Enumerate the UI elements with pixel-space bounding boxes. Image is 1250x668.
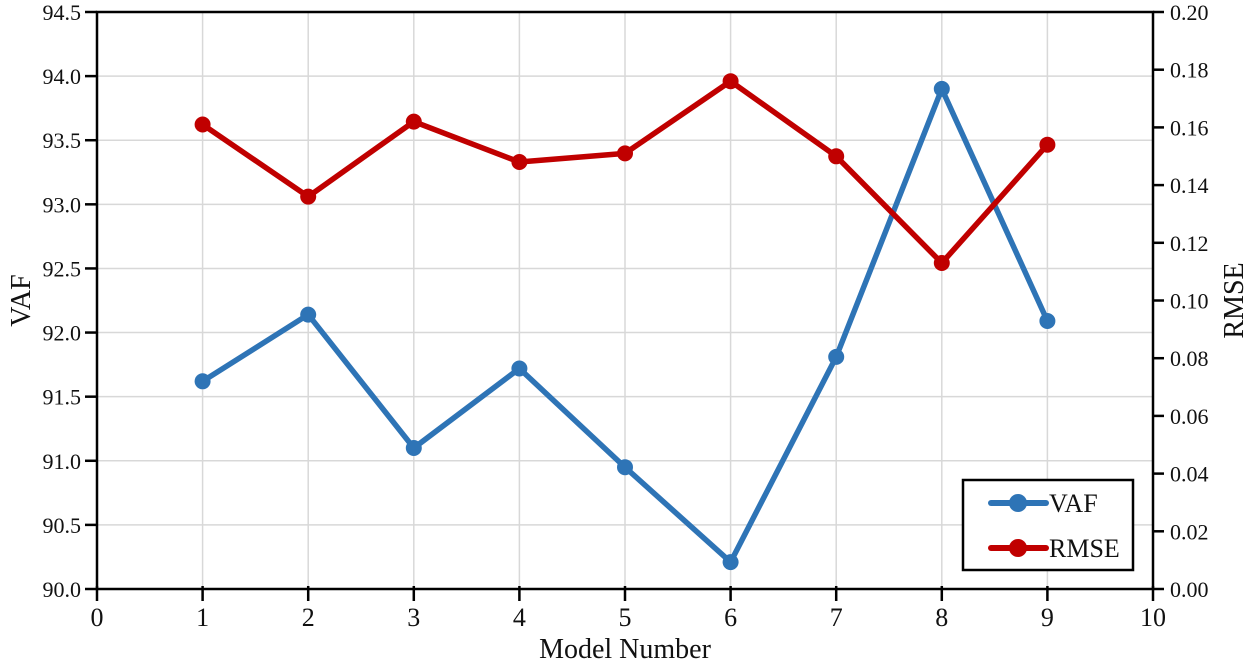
x-tick-label: 5 [619, 603, 632, 632]
rmse-data-point [405, 113, 422, 130]
x-tick-label: 8 [935, 603, 948, 632]
y-tick-label-right: 0.06 [1170, 404, 1209, 429]
x-tick-label: 4 [513, 603, 526, 632]
x-tick-label: 10 [1140, 603, 1166, 632]
y-tick-label-left: 90.0 [43, 577, 82, 602]
y-tick-label-right: 0.12 [1170, 231, 1209, 256]
y-tick-label-left: 94.5 [43, 0, 82, 25]
x-tick-label: 6 [724, 603, 737, 632]
x-tick-label: 9 [1041, 603, 1054, 632]
y-tick-label-left: 92.5 [43, 256, 82, 281]
vaf-data-point [1039, 313, 1056, 329]
x-tick-label: 3 [407, 603, 420, 632]
y-tick-label-right: 0.04 [1170, 462, 1209, 487]
legend-rmse-swatch-marker [1009, 539, 1027, 557]
rmse-data-point [722, 73, 739, 90]
vaf-data-point [405, 440, 422, 456]
legend-rmse-label: RMSE [1049, 534, 1120, 563]
y-tick-label-right: 0.10 [1170, 289, 1209, 314]
y-tick-label-right: 0.08 [1170, 346, 1209, 371]
vaf-data-point [828, 348, 845, 365]
y-axis-title-left: VAF [6, 274, 37, 326]
y-tick-label-left: 93.5 [43, 128, 82, 153]
y-tick-label-right: 0.14 [1170, 173, 1209, 198]
legend-vaf-swatch-marker [1009, 494, 1027, 512]
rmse-data-point [194, 116, 211, 133]
plot-frame [95, 10, 1155, 591]
y-tick-label-left: 92.0 [43, 321, 82, 346]
y-tick-label-left: 93.0 [43, 192, 82, 217]
y-tick-label-left: 91.5 [43, 385, 82, 410]
vaf-data-point [300, 306, 317, 323]
rmse-data-point [617, 145, 633, 162]
y-tick-label-left: 94.0 [43, 64, 82, 89]
y-tick-label-right: 0.02 [1170, 519, 1209, 544]
x-tick-label: 2 [302, 603, 315, 632]
y-tick-label-right: 0.00 [1170, 577, 1209, 602]
y-axis-title-right: RMSE [1219, 262, 1250, 338]
legend-box [961, 478, 1135, 572]
legend-vaf-label: VAF [1049, 489, 1098, 518]
y-tick-label-right: 0.20 [1170, 0, 1209, 25]
vaf-data-point [511, 360, 528, 377]
x-tick-label: 1 [196, 603, 209, 632]
y-tick-label-left: 90.5 [43, 513, 82, 538]
y-tick-label-right: 0.18 [1170, 58, 1209, 83]
rmse-data-point [1039, 136, 1056, 153]
rmse-data-point [300, 188, 317, 205]
vaf-data-point [933, 80, 950, 97]
vaf-data-point [194, 373, 211, 390]
x-tick-label: 7 [830, 603, 843, 632]
rmse-data-point [828, 148, 845, 165]
vaf-data-point [722, 554, 739, 571]
y-tick-label-left: 91.0 [43, 449, 82, 474]
rmse-data-point [511, 154, 528, 170]
y-tick-label-right: 0.16 [1170, 115, 1209, 140]
x-tick-label: 0 [91, 603, 104, 632]
vaf-data-point [617, 459, 633, 476]
rmse-data-point [933, 255, 950, 271]
x-axis-title: Model Number [539, 634, 712, 665]
